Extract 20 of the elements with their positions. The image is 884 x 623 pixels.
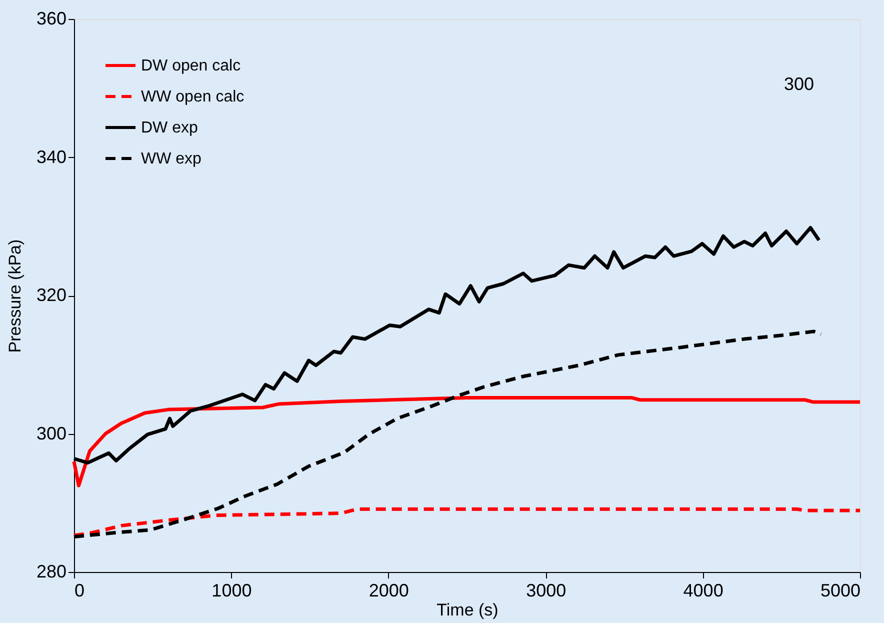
legend-label: DW exp [141, 120, 198, 136]
legend-label: WW exp [141, 150, 202, 168]
legend-label: DW open calc [141, 58, 241, 74]
annotation: 300 [784, 74, 814, 94]
x-tick-label: 5000 [820, 580, 860, 600]
y-tick-label: 360 [36, 8, 66, 28]
y-tick-label: 340 [36, 146, 66, 167]
x-tick-label: 0 [74, 580, 85, 600]
line-series [72, 396, 862, 488]
x-tick-label: 4000 [683, 580, 724, 600]
x-tick-label: 2000 [368, 580, 409, 600]
y-tick-label: 280 [36, 562, 66, 582]
y-tick-label: 320 [36, 285, 66, 305]
x-axis-title: Time (s) [436, 600, 498, 620]
legend-label: WW open calc [141, 88, 244, 106]
x-tick-label: 3000 [526, 580, 566, 600]
x-tick-label: 1000 [212, 580, 252, 600]
y-tick-label: 300 [36, 423, 66, 444]
y-axis-title: Pressure (kPa) [5, 239, 24, 353]
line-series [72, 507, 862, 538]
